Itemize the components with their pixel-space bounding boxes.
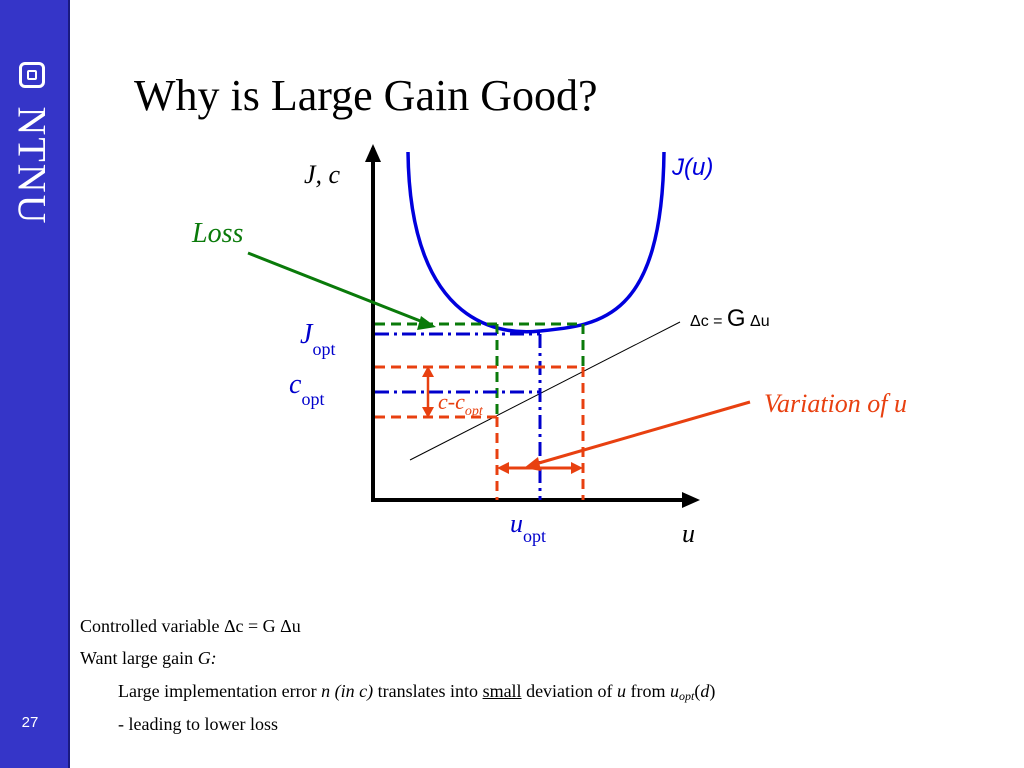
c-minus-copt-label: c-copt [438, 389, 484, 419]
c-opt-main: c [289, 369, 302, 400]
ntnu-logo-icon [19, 62, 45, 88]
body-line-3-t1: Large implementation error [118, 681, 322, 701]
gain-relation-line [409, 321, 681, 461]
cost-curve [406, 151, 666, 334]
variation-arrow-head-icon [524, 457, 541, 471]
body-line-3-t5: ( [694, 681, 701, 701]
y-axis-label: J, c [304, 160, 341, 189]
body-line-3-sub: opt [679, 689, 695, 703]
body-line-2-italic: G: [197, 648, 217, 668]
sidebar-edge [68, 0, 70, 768]
body-line-2: Want large gain G: [80, 648, 217, 669]
u-opt-label: uopt [510, 509, 546, 546]
body-line-4-text: - leading to lower loss [118, 714, 278, 734]
c-minus-copt-main: c-c [438, 389, 465, 414]
curve-label: J(u) [671, 154, 713, 181]
c-range-arrow-bottom-icon [422, 407, 434, 418]
body-line-2-text: Want large gain [80, 648, 198, 668]
body-line-3-i4: d [700, 681, 710, 701]
j-opt-sub: opt [312, 339, 335, 359]
body-line-4: - leading to lower loss [118, 714, 278, 735]
body-line-1-text: Controlled variable Δc = G Δu [80, 616, 301, 636]
body-line-3-i3: u [670, 681, 680, 701]
u-opt-main: u [510, 509, 523, 538]
j-opt-label: Jopt [300, 319, 335, 359]
y-axis-arrow-icon [365, 144, 381, 162]
u-opt-sub: opt [523, 526, 546, 546]
sidebar: NTNU 27 [0, 0, 68, 768]
body-line-3-i1: n (in c) [321, 681, 374, 701]
gain-relation-prefix: Δc = [690, 313, 727, 330]
x-axis-arrow-icon [682, 492, 700, 508]
variation-label: Variation of u [764, 389, 907, 418]
body-line-3-i2: u [617, 681, 627, 701]
c-minus-copt-sub: opt [465, 404, 484, 419]
variation-arrow [531, 400, 751, 467]
body-line-1: Controlled variable Δc = G Δu [80, 616, 301, 637]
page-title: Why is Large Gain Good? [134, 71, 598, 120]
gain-relation-g: G [727, 305, 746, 332]
loss-arrow-head-icon [417, 316, 436, 330]
u-range-arrow-right-icon [571, 462, 583, 474]
loss-label: Loss [191, 218, 243, 249]
body-line-3-u1: small [482, 681, 522, 701]
j-opt-main: J [300, 319, 314, 350]
c-opt-label: copt [289, 369, 324, 409]
body-line-3-t2: translates into [373, 681, 483, 701]
x-axis-label: u [682, 519, 695, 548]
body-line-3: Large implementation error n (in c) tran… [118, 681, 715, 704]
c-opt-sub: opt [301, 389, 324, 409]
body-line-3-t4: from [626, 681, 671, 701]
body-line-3-t3: deviation of [521, 681, 618, 701]
gain-relation-label: Δc = G Δu [690, 305, 770, 332]
gain-relation-suffix: Δu [746, 313, 770, 330]
body-line-3-t6: ) [709, 681, 716, 701]
page-number: 27 [21, 714, 39, 731]
loss-arrow [247, 251, 429, 326]
u-range-arrow-left-icon [497, 462, 509, 474]
c-range-arrow-top-icon [422, 366, 434, 377]
